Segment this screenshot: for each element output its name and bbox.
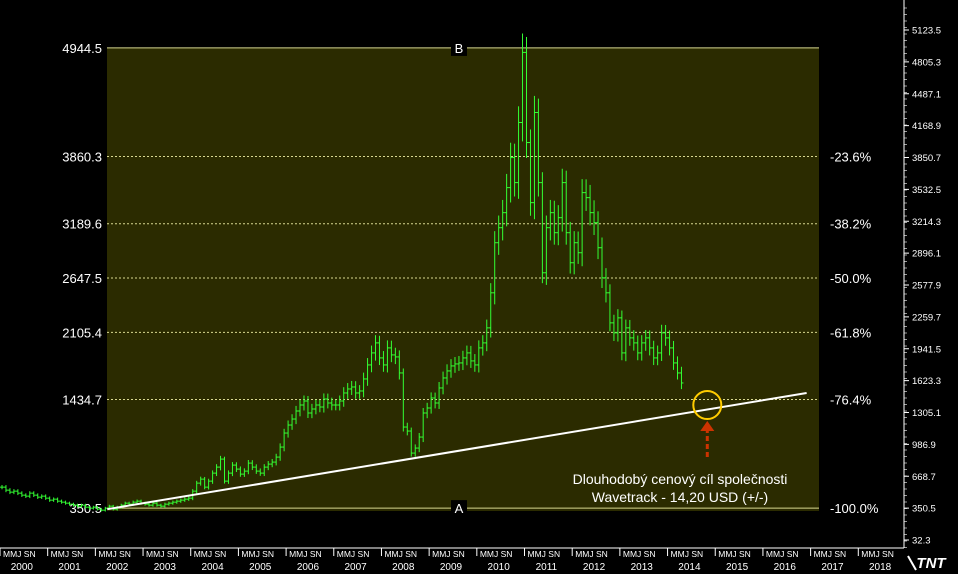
fib-right-label: -50.0% — [830, 271, 872, 286]
year-label: 2004 — [201, 562, 224, 573]
month-strip: MMJ SN — [337, 549, 370, 559]
month-strip: MMJ SN — [289, 549, 322, 559]
fibonacci-zone — [107, 48, 819, 511]
right-tick-label: 3850.7 — [912, 153, 941, 164]
month-strip: MMJ SN — [623, 549, 656, 559]
price-bars — [0, 33, 684, 512]
year-label: 2006 — [297, 562, 320, 573]
fib-right-label: -76.4% — [830, 393, 872, 408]
year-label: 2001 — [58, 562, 81, 573]
month-strip: MMJ SN — [861, 549, 894, 559]
fib-left-label: 2105.4 — [62, 325, 102, 340]
fib-right-label: -38.2% — [830, 217, 872, 232]
fib-right-label: -100.0% — [830, 501, 879, 516]
year-label: 2009 — [440, 562, 463, 573]
month-strip: MMJ SN — [671, 549, 704, 559]
svg-text:TNT: TNT — [916, 555, 947, 572]
month-strip: MMJ SN — [241, 549, 274, 559]
fib-left-label: 3860.3 — [62, 150, 102, 165]
year-label: 2014 — [678, 562, 701, 573]
time-axis-ticks: MMJ SN 2000 MMJ SN 2001 MMJ SN 2002 MMJ SN 2003… — [0, 548, 894, 573]
fib-right-label: -61.8% — [830, 325, 872, 340]
right-tick-label: 1305.1 — [912, 408, 941, 419]
right-tick-label: 32.3 — [912, 536, 931, 547]
right-tick-label: 1623.3 — [912, 376, 941, 387]
year-label: 2000 — [11, 562, 34, 573]
month-strip: MMJ SN — [3, 549, 36, 559]
point-label-box — [451, 39, 467, 56]
time-axis: MMJ SN 2000 MMJ SN 2001 MMJ SN 2002 MMJ SN 2003… — [0, 547, 904, 573]
month-strip: MMJ SN — [528, 549, 561, 559]
month-strip: MMJ SN — [718, 549, 751, 559]
point-label: B — [455, 41, 464, 56]
right-tick-label: 5123.5 — [912, 26, 941, 37]
year-label: 2007 — [344, 562, 367, 573]
target-circle — [692, 389, 723, 420]
right-tick-label: 1941.5 — [912, 344, 941, 355]
annotation-line-2: Wavetrack - 14,20 USD (+/-) — [592, 489, 768, 505]
year-label: 2002 — [106, 562, 129, 573]
trend-overlay — [107, 389, 807, 511]
right-tick-label: 3532.5 — [912, 185, 941, 196]
trendline — [107, 391, 807, 511]
month-strip: MMJ SN — [384, 549, 417, 559]
month-strip: MMJ SN — [814, 549, 847, 559]
tnt-logo: TNT — [906, 552, 956, 572]
month-strip: MMJ SN — [432, 549, 465, 559]
year-label: 2018 — [869, 562, 892, 573]
year-label: 2012 — [583, 562, 606, 573]
fib-left-label: 3189.6 — [62, 217, 102, 232]
year-label: 2010 — [488, 562, 511, 573]
month-strip: MMJ SN — [575, 549, 608, 559]
month-strip: MMJ SN — [480, 549, 513, 559]
month-strip: MMJ SN — [766, 549, 799, 559]
right-tick-label: 986.9 — [912, 440, 936, 451]
point-label: A — [455, 501, 464, 516]
point-label-box — [451, 500, 467, 517]
right-tick-label: 668.7 — [912, 472, 936, 483]
target-arrow-head — [700, 420, 715, 431]
right-tick-label: 350.5 — [912, 504, 936, 515]
right-tick-label: 4805.3 — [912, 57, 941, 68]
annotation-line-1: Dlouhodobý cenový cíl společnosti — [573, 471, 788, 487]
fib-left-label: 1434.7 — [62, 393, 102, 408]
year-label: 2017 — [821, 562, 844, 573]
month-strip: MMJ SN — [146, 549, 179, 559]
right-tick-label: 2259.7 — [912, 312, 941, 323]
month-strip: MMJ SN — [98, 549, 131, 559]
month-strip: MMJ SN — [194, 549, 227, 559]
month-strip: MMJ SN — [51, 549, 84, 559]
fib-left-label: 4944.5 — [62, 41, 102, 56]
right-tick-label: 3214.3 — [912, 217, 941, 228]
year-label: 2005 — [249, 562, 272, 573]
fib-left-label: 2647.5 — [62, 271, 102, 286]
right-tick-label: 2896.1 — [912, 249, 941, 260]
year-label: 2011 — [536, 562, 558, 573]
annotation: Dlouhodobý cenový cíl společnosti Wavetr… — [573, 471, 788, 505]
right-tick-label: 4168.9 — [912, 121, 941, 132]
year-label: 2008 — [392, 562, 415, 573]
fib-right-label: -23.6% — [830, 150, 872, 165]
year-label: 2016 — [774, 562, 797, 573]
right-axis: 5123.5 4805.3 4487.1 4168.9 3850.7 3532.5 3214… — [903, 0, 941, 548]
year-label: 2013 — [631, 562, 654, 573]
fibonacci-levels: 4944.5 B 3860.3 -23.6% 3189.6 -38.2% 2647.5 -50… — [62, 39, 879, 517]
year-label: 2003 — [154, 562, 177, 573]
right-tick-label: 4487.1 — [912, 89, 941, 100]
right-axis-ticks: 5123.5 4805.3 4487.1 4168.9 3850.7 3532.5 3214… — [904, 7, 941, 548]
year-label: 2015 — [726, 562, 749, 573]
right-tick-label: 2577.9 — [912, 281, 941, 292]
